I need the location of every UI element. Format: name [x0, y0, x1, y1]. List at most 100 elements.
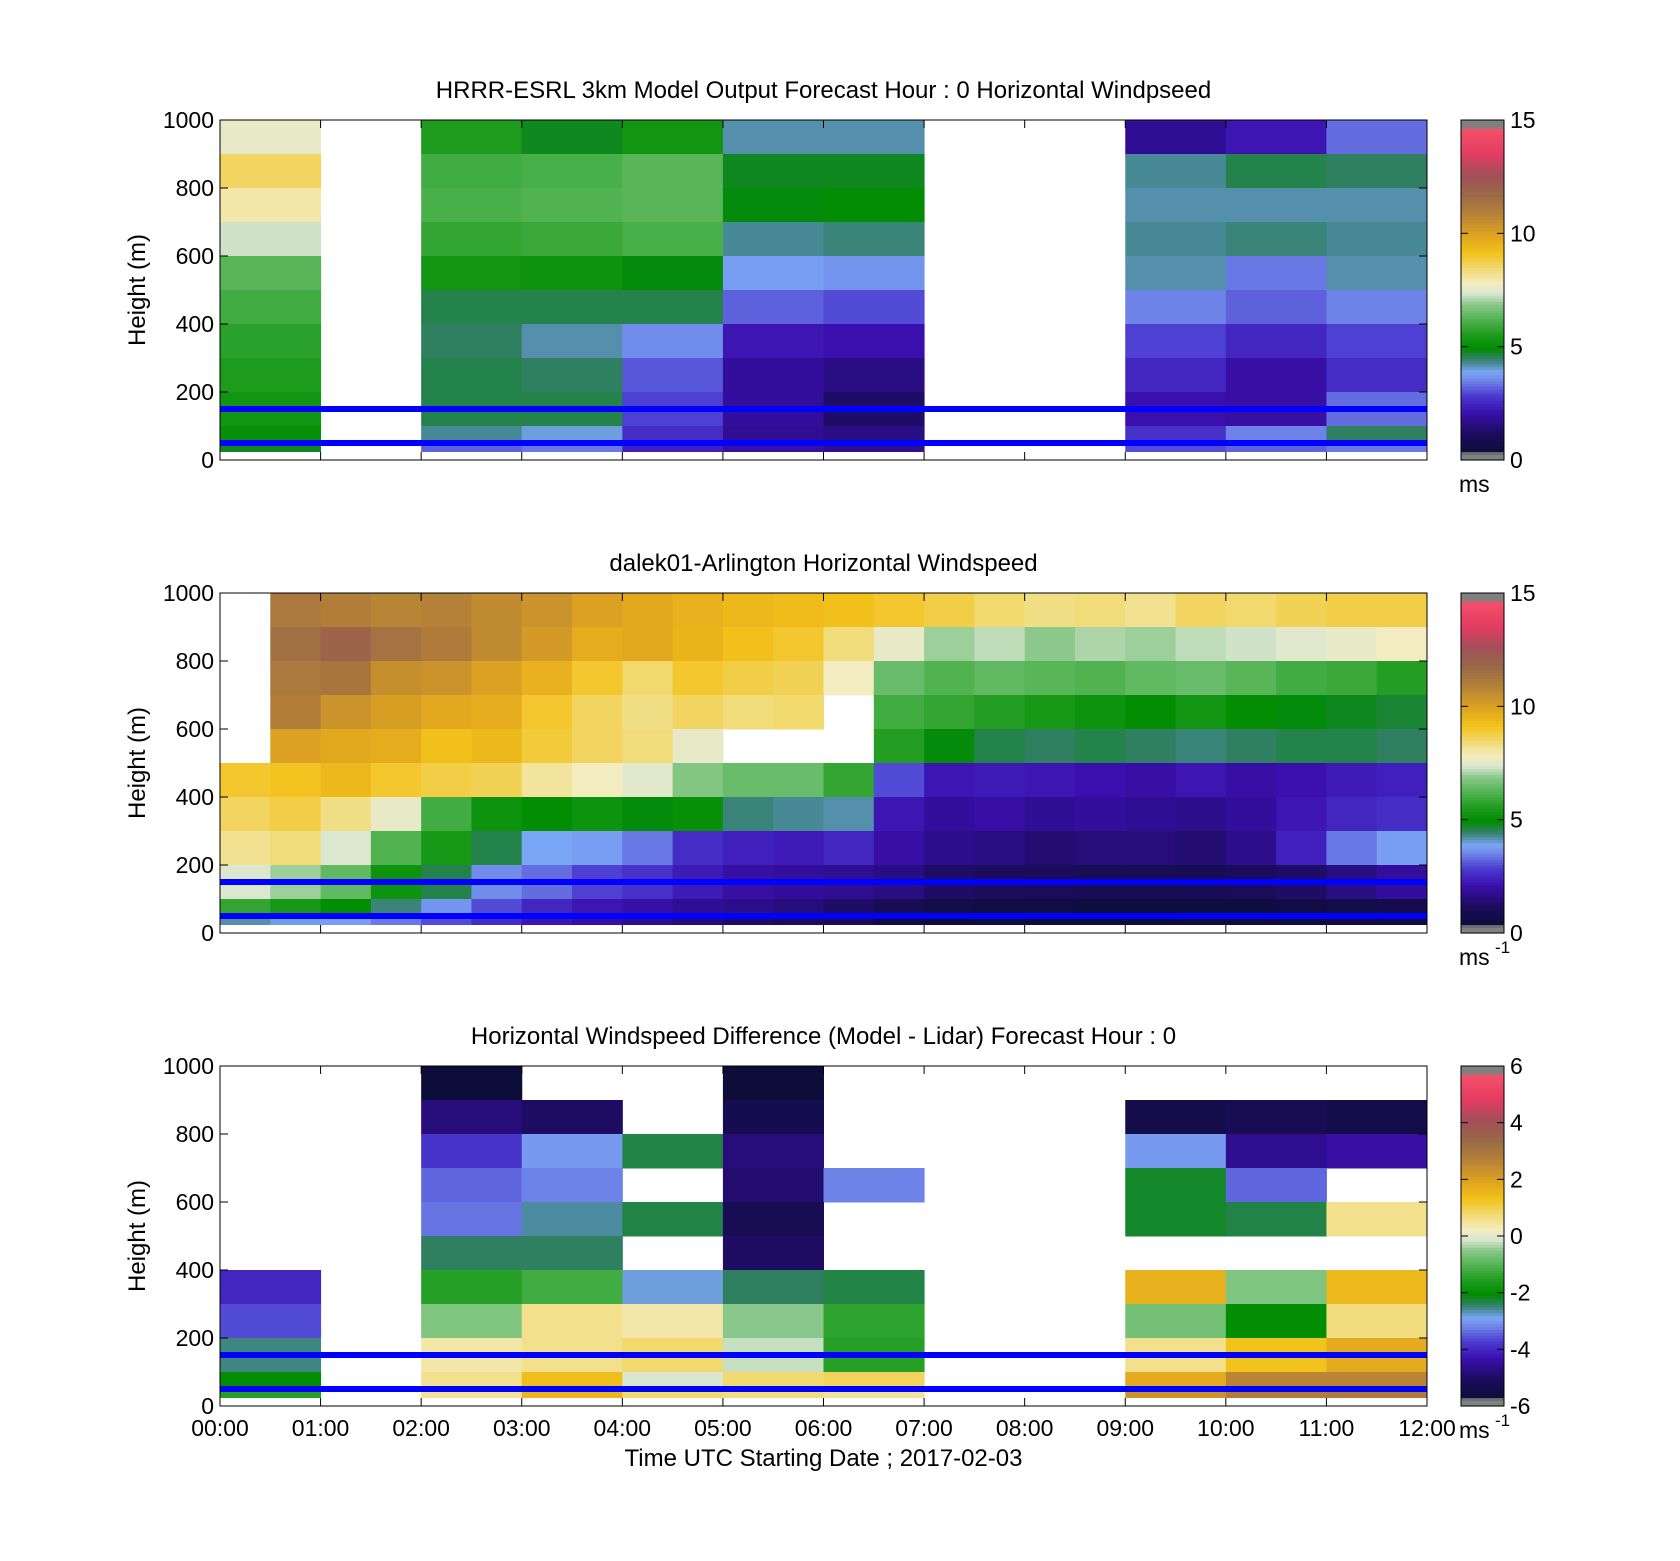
colorbar-segment: [1461, 188, 1504, 192]
colorbar-segment: [1461, 244, 1504, 249]
heatmap-cell: [622, 222, 724, 257]
colorbar-segment: [1461, 457, 1504, 461]
heatmap-cell: [672, 661, 724, 696]
heatmap-cell: [622, 188, 724, 223]
colorbar-segment: [1461, 205, 1504, 209]
colorbar-segment: [1461, 746, 1504, 750]
colorbar-segment: [1461, 1298, 1504, 1302]
colorbar-segment: [1461, 1366, 1504, 1370]
heatmap-cell: [320, 729, 372, 764]
heatmap-cell: [1175, 916, 1227, 925]
heatmap-cell: [1125, 1202, 1227, 1237]
heatmap-cell: [722, 695, 774, 730]
colorbar-segment: [1461, 151, 1504, 155]
colorbar-tick-label: 4: [1510, 1110, 1523, 1136]
colorbar-segment: [1461, 1119, 1504, 1124]
heatmap-cell: [1225, 324, 1327, 359]
heatmap-cell: [974, 661, 1026, 696]
colorbar-segment: [1461, 799, 1504, 804]
heatmap-cell: [924, 899, 975, 917]
heatmap-cell: [421, 916, 472, 925]
heatmap-cell: [1276, 695, 1327, 730]
colorbar-segment: [1461, 301, 1504, 305]
colorbar-segment: [1461, 1272, 1504, 1277]
colorbar-segment: [1461, 335, 1504, 339]
y-tick-label: 200: [176, 852, 214, 878]
colorbar-segment: [1461, 1202, 1504, 1206]
colorbar-segment: [1461, 233, 1504, 237]
heatmap-cell: [1125, 426, 1227, 444]
colorbar-segment: [1461, 709, 1504, 713]
heatmap-cell: [1326, 661, 1378, 696]
heatmap-cell: [974, 831, 1026, 866]
heatmap-cell: [1125, 899, 1177, 917]
heatmap-cell: [1225, 593, 1277, 628]
heatmap-cell: [873, 916, 925, 925]
colorbar-segment: [1461, 842, 1504, 846]
colorbar-segment: [1461, 360, 1504, 365]
colorbar-segment: [1461, 780, 1504, 784]
heatmap-cell: [421, 831, 472, 866]
heatmap-cell: [320, 661, 372, 696]
colorbar-segment: [1461, 811, 1504, 815]
colorbar-segment: [1461, 423, 1504, 427]
heatmap-cells: [220, 593, 1428, 925]
colorbar-segment: [1461, 635, 1504, 639]
heatmap-cell: [521, 1236, 623, 1271]
heatmap-cell: [370, 729, 422, 764]
heatmap-cell: [672, 695, 724, 730]
colorbar: 0 5 10 15 ms: [1459, 107, 1536, 497]
colorbar-segment: [1461, 224, 1504, 229]
heatmap-cell: [270, 661, 322, 696]
x-tick-label: 08:00: [996, 1415, 1054, 1441]
colorbar-segment: [1461, 1233, 1504, 1237]
heatmap-cell: [1175, 661, 1227, 696]
heatmap-cell: [622, 426, 724, 444]
colorbar-segment: [1461, 1148, 1504, 1152]
colorbar-segment: [1461, 1329, 1504, 1333]
colorbar-segment: [1461, 1295, 1504, 1299]
colorbar-segment: [1461, 1071, 1504, 1076]
colorbar-segment: [1461, 445, 1504, 450]
heatmap-cell: [823, 593, 875, 628]
heatmap-cell: [773, 661, 824, 696]
colorbar-segment: [1461, 1332, 1504, 1336]
colorbar-segment: [1461, 1312, 1504, 1316]
colorbar-segment: [1461, 134, 1504, 138]
colorbar-segment: [1461, 185, 1504, 189]
heatmap-cell: [773, 593, 824, 628]
heatmap-cell: [320, 763, 372, 798]
heatmap-cell: [1074, 916, 1126, 925]
heatmap-cell: [421, 324, 523, 359]
colorbar-segment: [1461, 1187, 1504, 1192]
colorbar-segment: [1461, 791, 1504, 795]
colorbar-segment: [1461, 726, 1504, 730]
heatmap-cell: [1376, 695, 1428, 730]
colorbar-segment: [1461, 734, 1504, 739]
heatmap-cell: [722, 358, 824, 393]
heatmap-cell: [1125, 1134, 1227, 1169]
colorbar-segment: [1461, 887, 1504, 892]
colorbar-segment: [1461, 346, 1504, 351]
colorbar-segment: [1461, 678, 1504, 682]
heatmap-cell: [773, 695, 824, 730]
colorbar-tick-label: 10: [1510, 693, 1536, 719]
colorbar-segment: [1461, 182, 1504, 186]
colorbar-segment: [1461, 440, 1504, 444]
heatmap-cell: [471, 831, 523, 866]
y-tick-label: 0: [201, 447, 214, 473]
heatmap-cell: [1225, 661, 1277, 696]
heatmap-cell: [521, 695, 573, 730]
colorbar-segment: [1461, 700, 1504, 705]
y-tick-label: 800: [176, 1121, 214, 1147]
heatmap-cell: [270, 593, 322, 628]
colorbar-segment: [1461, 930, 1504, 934]
heatmap-cell: [622, 358, 724, 393]
heatmap-cell: [722, 188, 824, 223]
colorbar-segment: [1461, 315, 1504, 319]
colorbar-segment: [1461, 853, 1504, 858]
colorbar-segment: [1461, 638, 1504, 642]
heatmap-cell: [722, 256, 824, 291]
colorbar-segment: [1461, 281, 1504, 285]
